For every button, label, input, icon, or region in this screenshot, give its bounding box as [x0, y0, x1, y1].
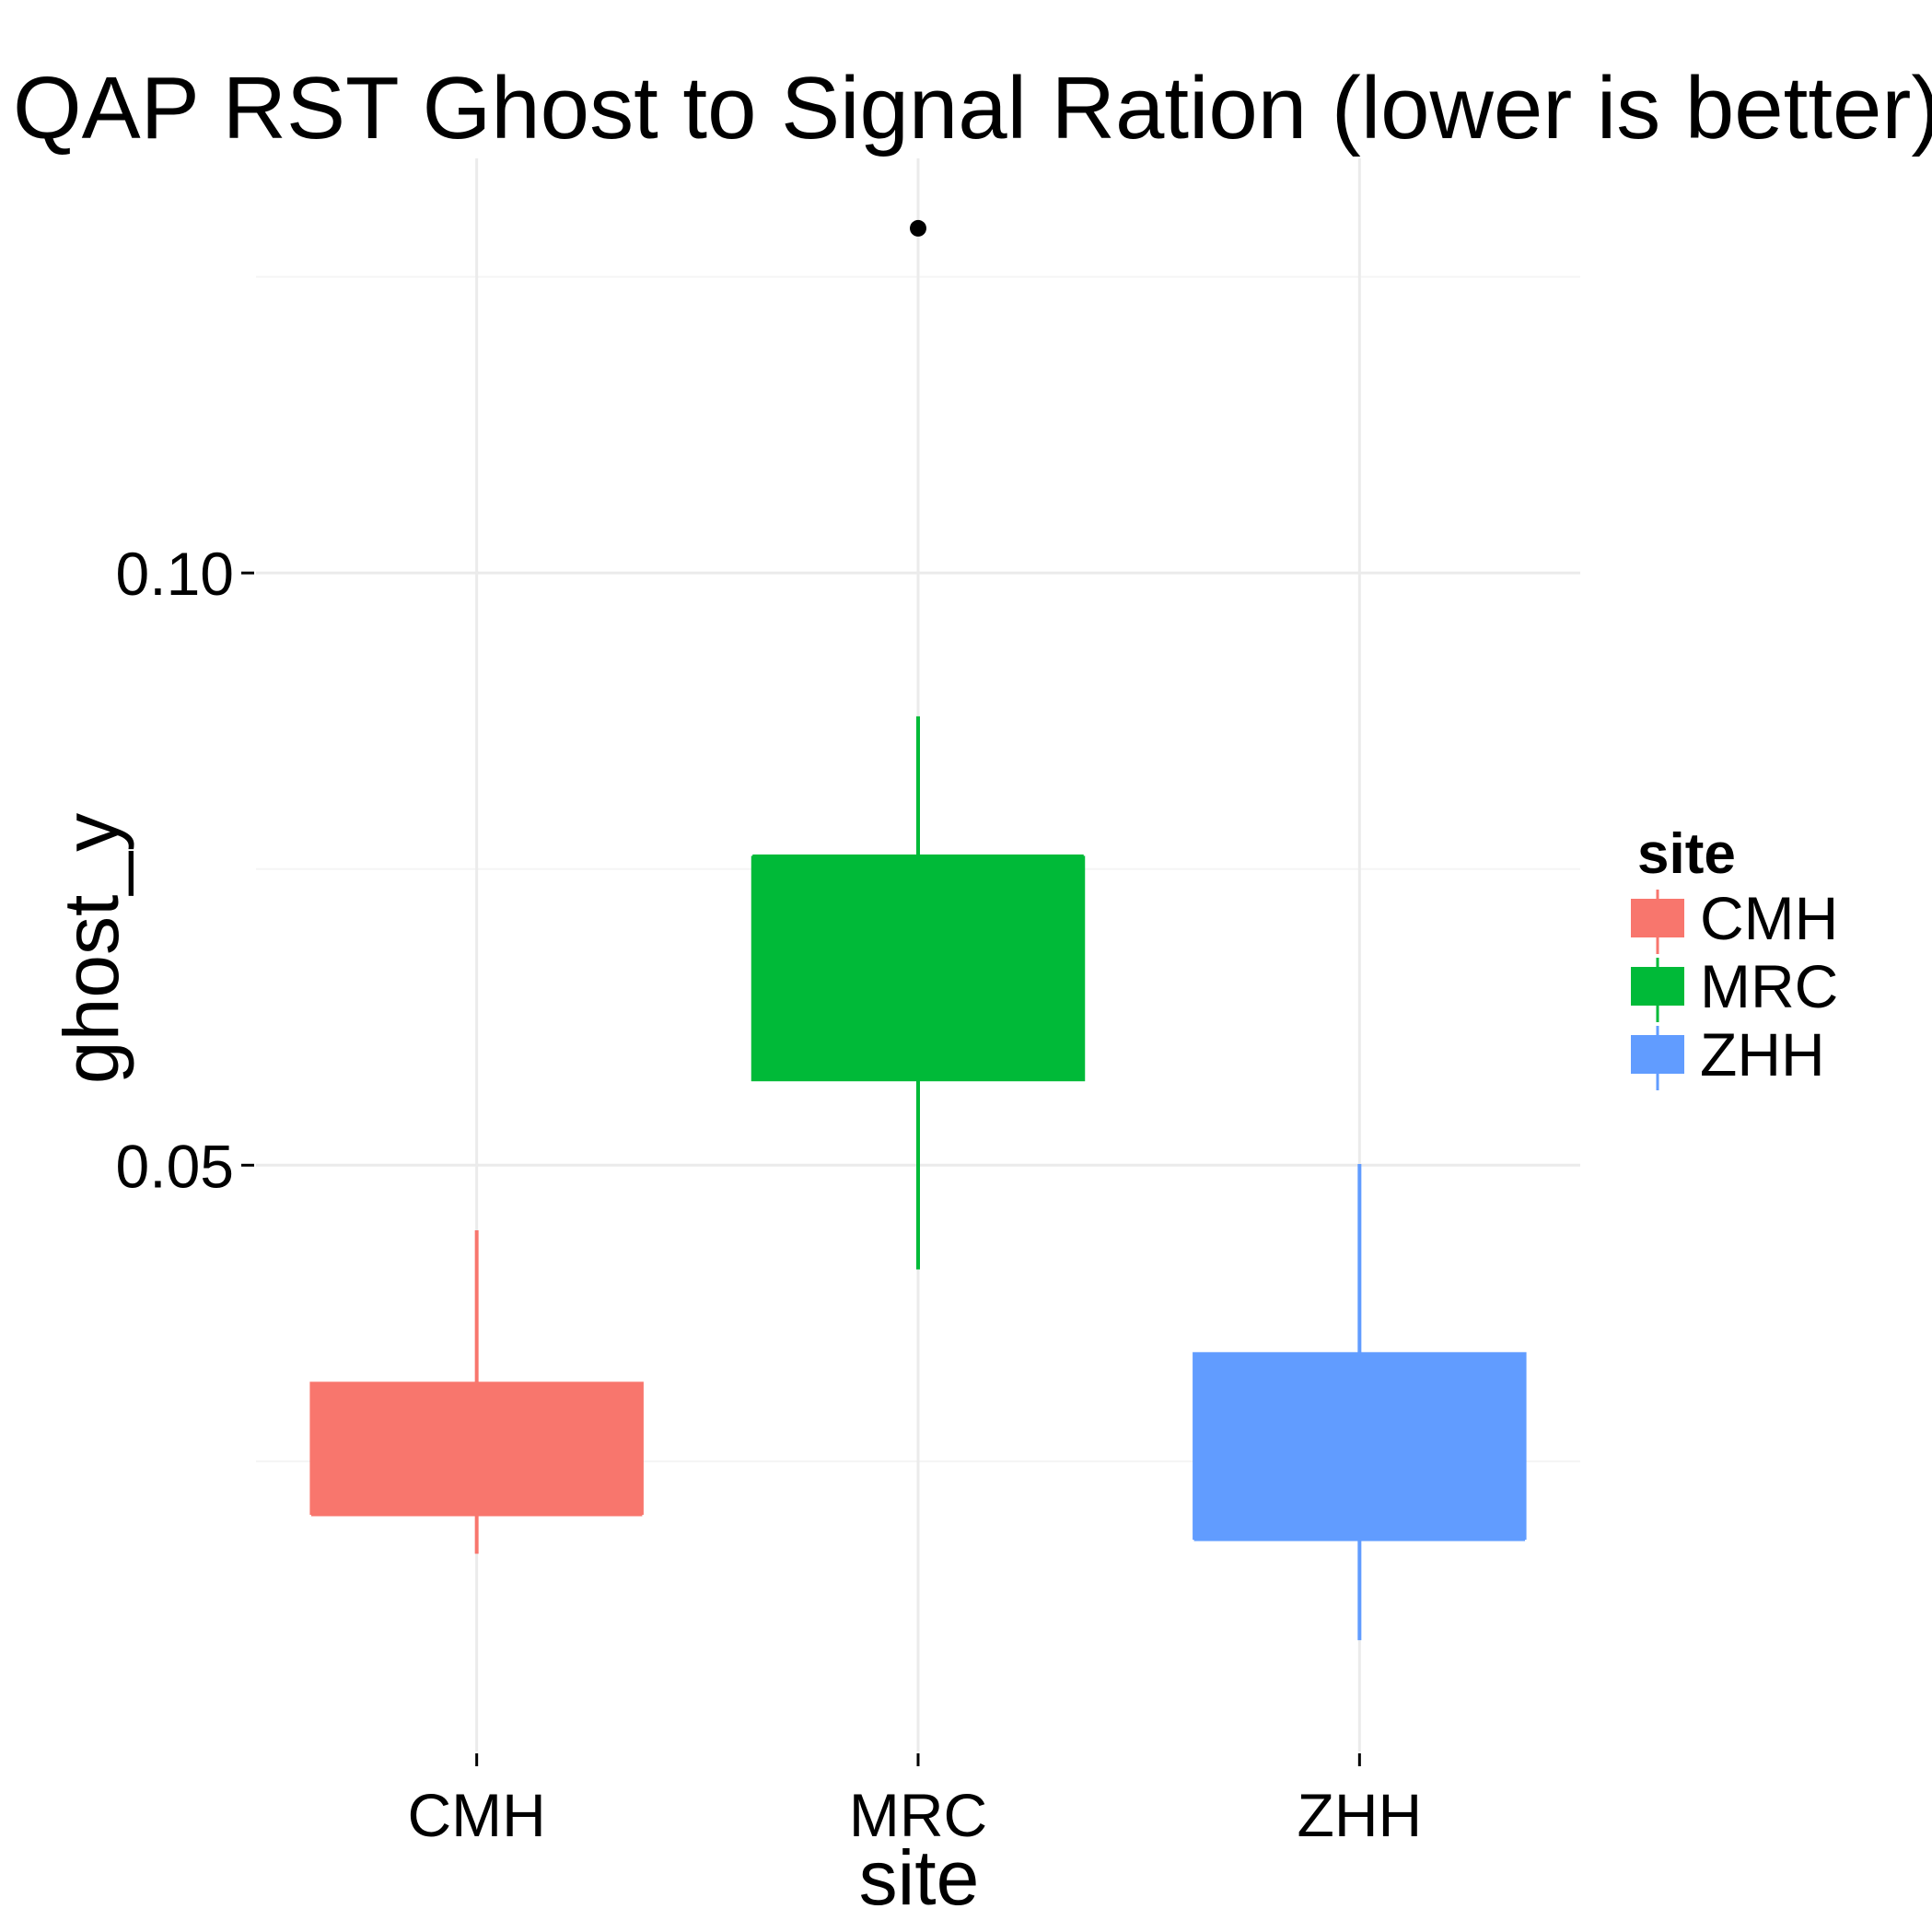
y-axis-title: ghost_y — [48, 813, 134, 1084]
legend-label-mrc: MRC — [1700, 952, 1838, 1020]
x-tick-label: CMH — [408, 1781, 546, 1849]
y-tick-label: 0.05 — [116, 1132, 234, 1200]
x-tick-label: MRC — [849, 1781, 987, 1849]
legend-title: site — [1637, 822, 1736, 886]
box-zhh — [1193, 1352, 1527, 1540]
chart-title: QAP RST Ghost to Signal Ration (lower is… — [13, 59, 1932, 157]
box-mrc — [751, 855, 1086, 1082]
outlier-mrc — [910, 219, 926, 237]
x-axis-title: site — [859, 1834, 980, 1921]
legend-label-zhh: ZHH — [1700, 1020, 1825, 1088]
y-axis: 0.05 0.10 — [116, 540, 254, 1200]
y-tick-label: 0.10 — [116, 540, 234, 608]
legend-key-mrc — [1631, 967, 1684, 1006]
box-cmh — [309, 1381, 644, 1515]
x-axis: CMH MRC ZHH — [408, 1753, 1423, 1849]
legend-label-cmh: CMH — [1700, 884, 1838, 952]
legend-key-cmh — [1631, 899, 1684, 937]
x-tick-label: ZHH — [1298, 1781, 1423, 1849]
box-layer — [309, 219, 1527, 1641]
legend-key-zhh — [1631, 1035, 1684, 1074]
